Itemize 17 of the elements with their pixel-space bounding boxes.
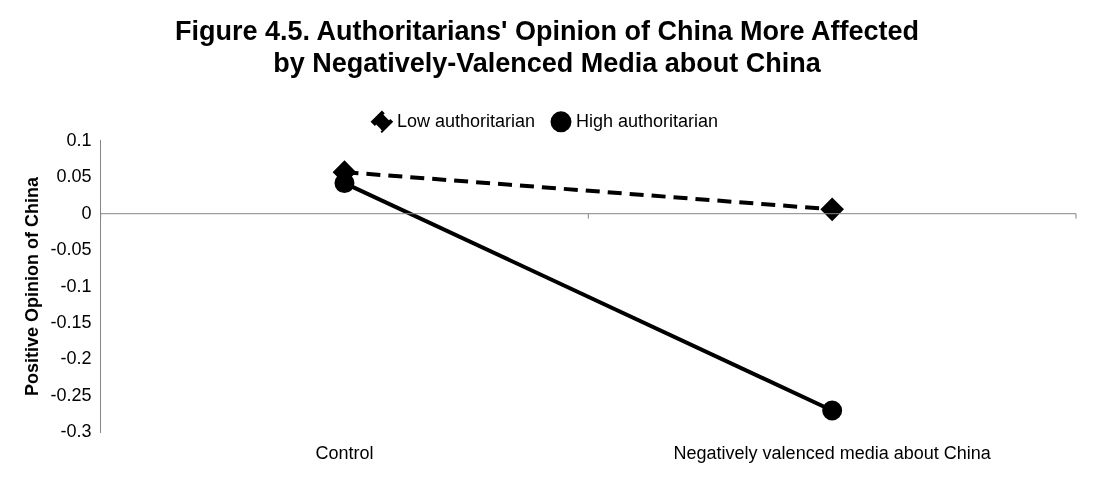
x-tick-label: Control (315, 443, 374, 464)
y-axis-title: Positive Opinion of China (21, 176, 42, 397)
chart-title: Figure 4.5. Authoritarians' Opinion of China More Affected by Negatively-Valenced Media about China (175, 15, 919, 79)
y-tick-label: -0.25 (50, 384, 92, 405)
y-tick-label: -0.2 (60, 348, 92, 369)
y-tick-label: -0.1 (60, 275, 92, 296)
point (822, 400, 843, 421)
y-tick-label: -0.05 (50, 239, 92, 260)
x-tick-label: Negatively valenced media about China (673, 443, 992, 464)
legend-label: High authoritarian (576, 110, 719, 131)
legend-label: Low authoritarian (396, 110, 536, 131)
y-tick-label: -0.3 (60, 421, 92, 442)
y-tick-label: 0 (81, 202, 92, 223)
y-tick-label: 0.05 (56, 166, 92, 187)
point (821, 198, 844, 221)
y-tick-label: -0.15 (50, 312, 92, 333)
y-tick-label: 0.1 (66, 129, 92, 150)
